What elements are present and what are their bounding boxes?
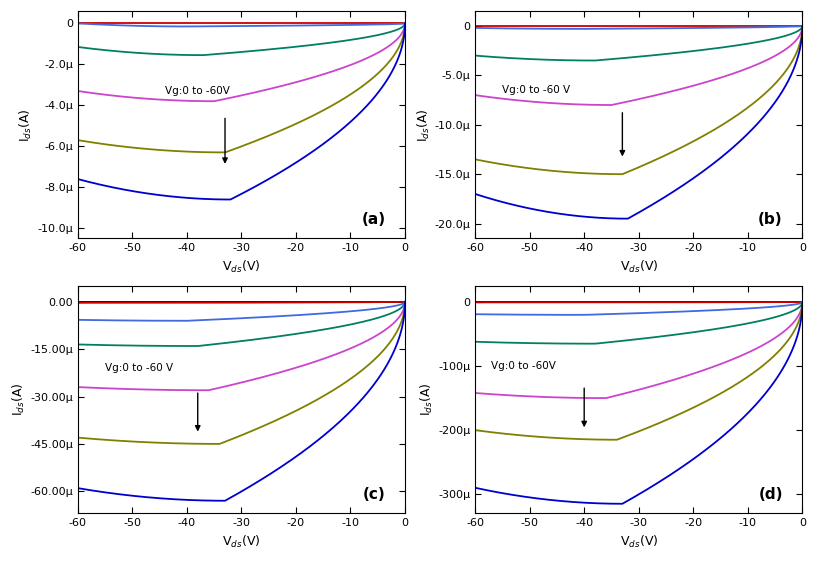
Y-axis label: I$_{ds}$(A): I$_{ds}$(A) <box>419 383 435 416</box>
X-axis label: V$_{ds}$(V): V$_{ds}$(V) <box>619 534 658 550</box>
Text: (a): (a) <box>361 212 386 227</box>
X-axis label: V$_{ds}$(V): V$_{ds}$(V) <box>222 534 261 550</box>
Text: Vg:0 to -60 V: Vg:0 to -60 V <box>105 363 173 373</box>
Text: (b): (b) <box>758 212 783 227</box>
Y-axis label: I$_{ds}$(A): I$_{ds}$(A) <box>11 383 27 416</box>
Text: (d): (d) <box>758 487 783 502</box>
Text: Vg:0 to -60V: Vg:0 to -60V <box>492 361 556 371</box>
Text: (c): (c) <box>363 487 386 502</box>
Y-axis label: I$_{ds}$(A): I$_{ds}$(A) <box>416 108 431 141</box>
X-axis label: V$_{ds}$(V): V$_{ds}$(V) <box>222 259 261 275</box>
Text: Vg:0 to -60V: Vg:0 to -60V <box>165 86 230 96</box>
Y-axis label: I$_{ds}$(A): I$_{ds}$(A) <box>18 108 34 141</box>
X-axis label: V$_{ds}$(V): V$_{ds}$(V) <box>619 259 658 275</box>
Text: Vg:0 to -60 V: Vg:0 to -60 V <box>502 85 570 95</box>
